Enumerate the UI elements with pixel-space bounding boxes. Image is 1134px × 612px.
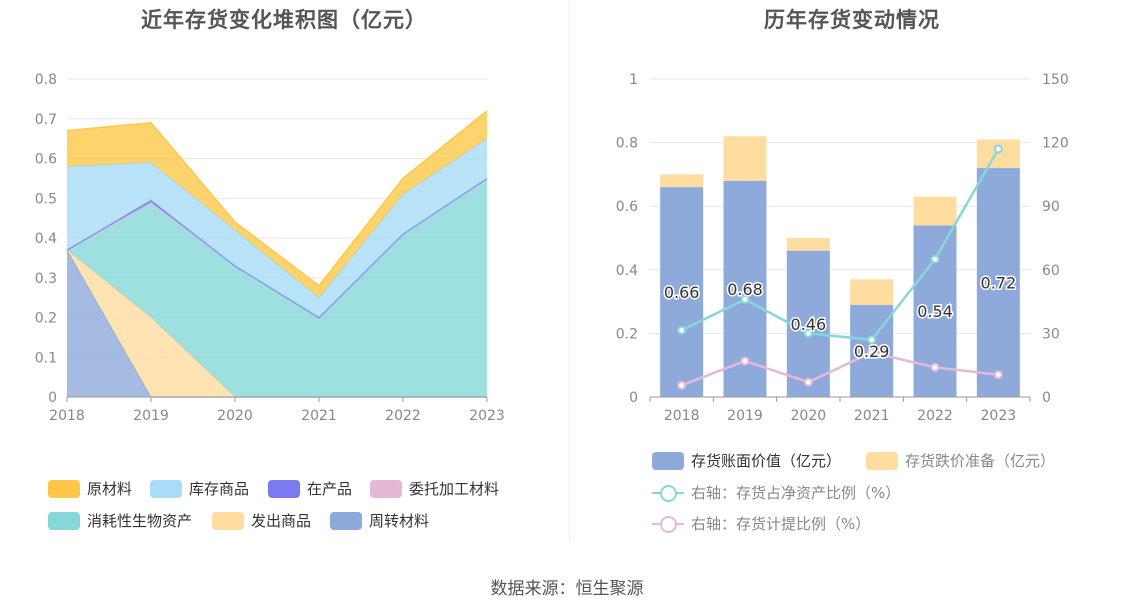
bar-2-2020: [787, 238, 830, 251]
right-legend-item-4[interactable]: 右轴：存货计提比例（%）: [652, 513, 870, 534]
left-y-tick-label: 0.5: [35, 191, 57, 207]
right-y-tick-label: 0.2: [616, 326, 638, 342]
right-y-tick-label: 0: [629, 390, 638, 406]
right-y-tick-label: 0.6: [616, 199, 638, 215]
left-chart-legend: 原材料 库存商品 在产品 委托加工材料消耗性生物资产 发出商品 周转材料: [0, 478, 568, 538]
legend-swatch: [652, 484, 684, 502]
line-point-2: [678, 382, 685, 389]
bar-2-2019: [724, 136, 767, 181]
legend-swatch: [866, 452, 898, 470]
legend-swatch: [370, 480, 402, 498]
legend-item-3[interactable]: 消耗性生物资产: [48, 510, 192, 531]
right-y-tick-label: 0.4: [616, 263, 638, 279]
right-legend-item-3[interactable]: 右轴：存货占净资产比例（%）: [652, 482, 900, 503]
legend-swatch: [48, 480, 80, 498]
right-y2-tick-label: 0: [1042, 390, 1051, 406]
bar-value-label: 0.46: [791, 315, 827, 334]
legend-item-7[interactable]: 原材料: [48, 478, 132, 499]
left-y-tick-label: 0.7: [35, 112, 57, 128]
bar-2-2023: [977, 139, 1020, 168]
right-y2-tick-label: 150: [1042, 72, 1069, 88]
bar-value-label: 0.68: [727, 280, 763, 299]
stacked-area-chart: 0 0.1 0.2 0.3 0.4 0.5 0.6 0.7 0.8 2018 2019 2020 202…: [0, 0, 568, 440]
legend-item-1[interactable]: 周转材料: [330, 510, 429, 531]
right-x-tick-label: 2019: [727, 408, 763, 424]
right-x-tick-label: 2023: [981, 408, 1017, 424]
right-x-tick-label: 2021: [854, 408, 890, 424]
line-point-2: [932, 364, 939, 371]
legend-swatch: [652, 515, 684, 533]
left-y-tick-label: 0.4: [35, 231, 57, 247]
line-point-1: [678, 327, 685, 334]
legend-swatch: [48, 512, 80, 530]
bar-2-2021: [850, 279, 893, 304]
legend-label: 周转材料: [369, 510, 429, 531]
line-point-1: [995, 145, 1002, 152]
bar-value-label: 0.72: [981, 274, 1017, 293]
left-x-tick-label: 2021: [301, 408, 337, 424]
stacked-area-chart-panel: 近年存货变化堆积图（亿元） 0 0.1 0.2 0.3 0.4 0.5 0.6 0.7 0.8 2…: [0, 0, 568, 560]
right-y2-tick-label: 60: [1042, 263, 1060, 279]
left-y-tick-label: 0.8: [35, 72, 57, 88]
left-y-tick-label: 0.2: [35, 311, 57, 327]
right-x-tick-label: 2018: [664, 408, 700, 424]
right-chart-legend: 存货账面价值（亿元） 存货跌价准备（亿元） 右轴：存货占净资产比例（%） 右轴：存货计…: [570, 446, 1134, 536]
legend-swatch: [268, 480, 300, 498]
left-x-tick-label: 2019: [133, 408, 169, 424]
bar-2-2018: [660, 174, 703, 187]
left-y-tick-label: 0.3: [35, 271, 57, 287]
line-point-2: [995, 371, 1002, 378]
right-y-tick-label: 0.8: [616, 136, 638, 152]
legend-label: 存货跌价准备（亿元）: [905, 450, 1055, 471]
line-point-1: [932, 256, 939, 263]
right-x-tick-label: 2022: [917, 408, 953, 424]
right-y2-tick-label: 120: [1042, 136, 1069, 152]
right-x-tick-label: 2020: [791, 408, 827, 424]
legend-label: 发出商品: [251, 510, 311, 531]
left-x-tick-label: 2018: [49, 408, 85, 424]
left-x-tick-label: 2022: [385, 408, 421, 424]
right-y-tick-label: 1: [629, 72, 638, 88]
data-source-note: 数据来源：恒生聚源: [0, 574, 1134, 599]
right-y2-tick-label: 30: [1042, 326, 1060, 342]
legend-item-6[interactable]: 库存商品: [150, 478, 249, 499]
left-y-tick-label: 0.6: [35, 152, 57, 168]
legend-label: 原材料: [87, 478, 132, 499]
left-x-tick-label: 2020: [217, 408, 253, 424]
left-y-tick-label: 0.1: [35, 350, 57, 366]
legend-swatch: [652, 452, 684, 470]
bar-2-2022: [914, 197, 957, 226]
legend-item-5[interactable]: 在产品: [268, 478, 352, 499]
legend-label: 存货账面价值（亿元）: [691, 450, 841, 471]
legend-label: 消耗性生物资产: [87, 510, 192, 531]
bar-value-label: 0.66: [664, 283, 700, 302]
legend-label: 右轴：存货计提比例（%）: [691, 513, 870, 534]
bar-value-label: 0.29: [854, 342, 890, 361]
legend-swatch: [212, 512, 244, 530]
right-legend-item-2[interactable]: 存货跌价准备（亿元）: [866, 450, 1055, 471]
legend-item-4[interactable]: 委托加工材料: [370, 478, 499, 499]
legend-swatch: [150, 480, 182, 498]
legend-item-2[interactable]: 发出商品: [212, 510, 311, 531]
inventory-combo-chart: 0 0.2 0.4 0.6 0.8 1 0 30 60 90 120 150 0.66 0.68 0.46 0…: [570, 0, 1134, 440]
line-point-2: [742, 357, 749, 364]
legend-label: 库存商品: [189, 478, 249, 499]
bar-value-label: 0.54: [917, 302, 953, 321]
legend-label: 在产品: [307, 478, 352, 499]
legend-swatch: [330, 512, 362, 530]
left-y-tick-label: 0: [48, 390, 57, 406]
line-point-2: [805, 379, 812, 386]
legend-label: 右轴：存货占净资产比例（%）: [691, 482, 900, 503]
right-legend-item-1[interactable]: 存货账面价值（亿元）: [652, 450, 841, 471]
left-x-tick-label: 2023: [469, 408, 505, 424]
inventory-bar-chart-panel: 历年存货变动情况 0 0.2 0.4 0.6 0.8 1 0 30 60 90 120 150 0.66…: [570, 0, 1134, 560]
legend-label: 委托加工材料: [409, 478, 499, 499]
right-y2-tick-label: 90: [1042, 199, 1060, 215]
